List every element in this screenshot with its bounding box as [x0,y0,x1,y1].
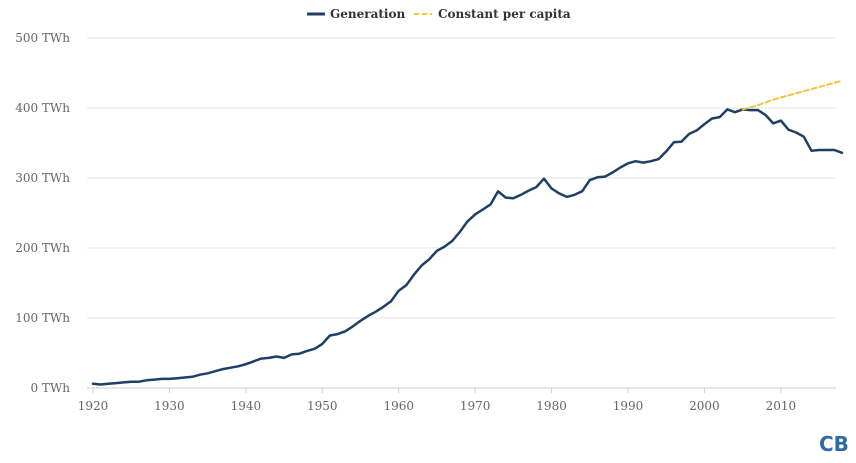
y-tick-label-300: 300 TWh [15,171,70,185]
x-tick-label-1990: 1990 [613,399,644,413]
y-tick-label-500: 500 TWh [15,31,70,45]
x-tick-label-2010: 2010 [766,399,797,413]
x-tick-label-1940: 1940 [231,399,262,413]
gridlines [87,37,836,389]
legend-item-constant-per-capita[interactable]: Constant per capita [414,7,571,21]
series-lines [91,79,844,386]
legend: Generation Constant per capita [307,7,571,21]
logo-text: CB [819,432,849,456]
x-tick-label-1970: 1970 [460,399,491,413]
x-tick-label-1950: 1950 [307,399,338,413]
legend-item-generation[interactable]: Generation [307,7,405,21]
y-tick-label-400: 400 TWh [15,101,70,115]
x-tick-label-1920: 1920 [78,399,109,413]
x-tick-label-1930: 1930 [154,399,185,413]
legend-label-generation: Generation [330,7,405,21]
series-line-constant-per-capita [741,79,843,111]
x-tick-label-1980: 1980 [536,399,567,413]
y-tick-label-200: 200 TWh [15,241,70,255]
x-tick-label-2000: 2000 [689,399,720,413]
legend-label-constant-per-capita: Constant per capita [438,7,571,21]
y-tick-label-100: 100 TWh [15,311,70,325]
carbonbrief-logo: CB [819,432,849,456]
x-tick-label-1960: 1960 [383,399,414,413]
y-axis-ticks: 0 TWh 100 TWh 200 TWh 300 TWh 400 TWh 500 TWh [15,31,70,395]
x-axis-ticks: 1920 1930 1940 1950 1960 1970 1980 1990 2000 2010 [78,388,796,413]
series-line-generation [91,108,844,386]
y-tick-label-0: 0 TWh [30,381,70,395]
